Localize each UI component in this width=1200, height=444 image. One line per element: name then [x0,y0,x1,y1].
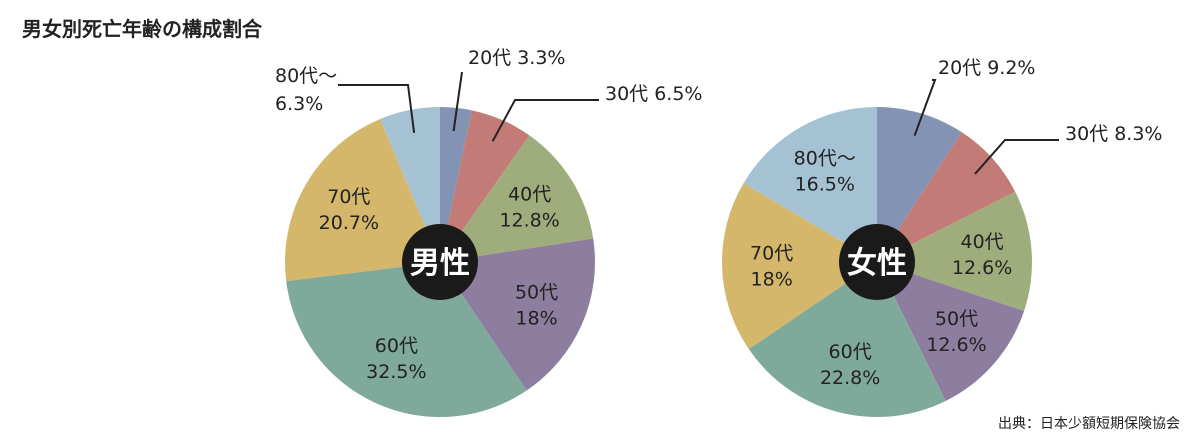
page-title: 男女別死亡年齢の構成割合 [22,17,263,41]
center-disc [402,224,478,300]
category-label: 80代～ [275,65,337,87]
pie-slice [748,262,946,417]
leader-line [974,139,1059,175]
pie-slice [743,106,877,262]
slice-label: 50代 12.6% [926,308,986,356]
category-label: 20代 [468,47,511,69]
slice-label: 70代 18% [750,242,793,290]
leader-line [491,99,599,142]
slice-label: 40代 12.8% [499,184,559,232]
slice-label: 20代 9.2% [938,57,1035,79]
value-label: 18% [515,307,557,329]
pie-slice [721,183,877,350]
value-label: 6.5% [654,83,702,105]
pie-slice [877,107,962,262]
category-label: 50代 [515,281,558,303]
slice-label: 60代 22.8% [820,341,880,389]
category-label: 30代 [605,83,648,105]
pie-slice [285,118,440,282]
category-label: 60代 [375,335,418,357]
slice-label: 80代～ 16.5% [794,147,856,195]
slice-label: 70代 20.7% [319,186,379,234]
slice-label: 20代 3.3% [468,47,565,69]
leader-line [452,71,463,132]
value-label: 18% [751,268,793,290]
value-label: 12.6% [926,334,986,356]
category-label: 20代 [938,57,981,79]
value-label: 16.5% [795,173,855,195]
pie-slice [440,107,472,262]
value-label: 32.5% [366,361,426,383]
pie-slice [877,132,1016,262]
category-label: 80代～ [794,147,856,169]
slice-label: 30代 6.5% [605,83,702,105]
category-label: 30代 [1065,123,1108,145]
value-label: 22.8% [820,367,880,389]
category-label: 40代 [508,184,551,206]
pie-slice [877,191,1032,311]
chart-title: 女性 [847,246,907,281]
pie-slice [286,262,527,417]
slice-label: 60代 32.5% [366,335,426,383]
slice-label: 40代 12.6% [952,231,1012,279]
value-label: 12.8% [499,210,559,232]
value-label: 20.7% [319,212,379,234]
chart-title: 男性 [410,246,470,281]
category-label: 50代 [935,308,978,330]
slice-label: 30代 8.3% [1065,123,1162,145]
category-label: 60代 [829,341,872,363]
slice-label: 50代 18% [515,281,558,329]
leader-line [338,84,416,133]
category-label: 70代 [327,186,370,208]
pie-slice [440,135,594,262]
center-disc [839,224,915,300]
slice-label: 80代～ 6.3% [275,65,337,115]
category-label: 70代 [750,242,793,264]
category-label: 40代 [961,231,1004,253]
pie-slice [380,107,440,262]
value-label: 6.3% [275,93,323,115]
value-label: 9.2% [987,57,1035,79]
value-label: 12.6% [952,257,1012,279]
pie-slice [877,262,1025,401]
source: 出典：日本少額短期保険協会 [998,416,1180,432]
value-label: 3.3% [517,47,565,69]
pie-slice [440,110,530,262]
value-label: 8.3% [1114,123,1162,145]
leader-line [913,79,937,137]
pie-slice [440,238,596,391]
